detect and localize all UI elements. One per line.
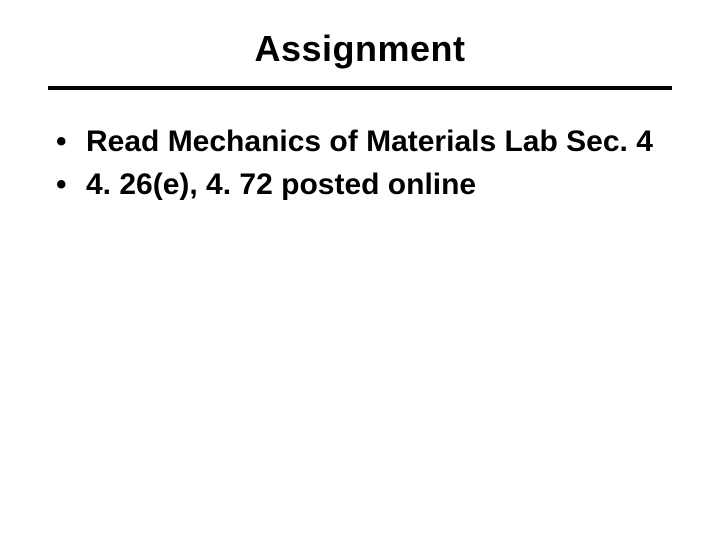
list-item: Read Mechanics of Materials Lab Sec. 4 — [48, 124, 672, 161]
slide: Assignment Read Mechanics of Materials L… — [0, 0, 720, 540]
title-underline — [48, 86, 672, 90]
list-item: 4. 26(e), 4. 72 posted online — [48, 167, 672, 204]
bullet-list: Read Mechanics of Materials Lab Sec. 4 4… — [48, 124, 672, 203]
slide-title: Assignment — [48, 28, 672, 70]
